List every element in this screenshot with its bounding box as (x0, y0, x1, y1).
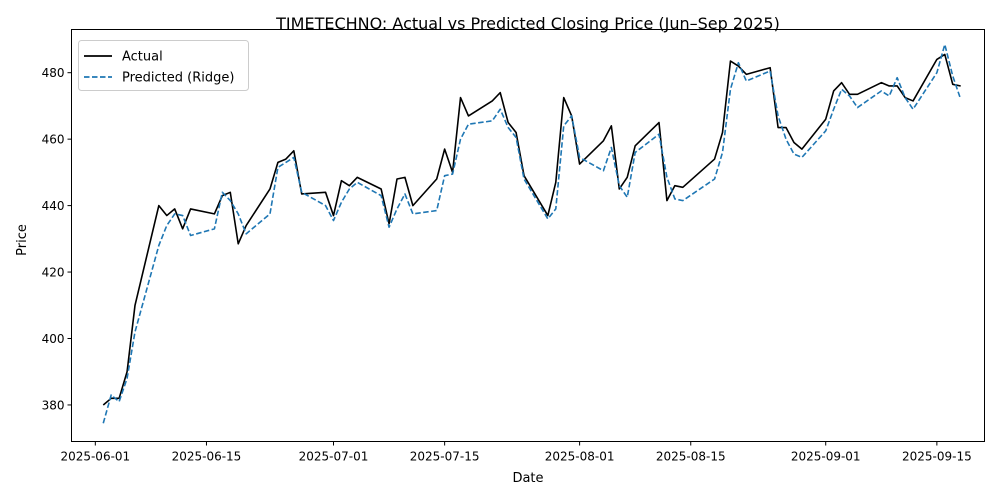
x-tick-label: 2025-07-01 (299, 450, 369, 464)
y-tick-label: 400 (42, 332, 65, 346)
x-tick-label: 2025-06-15 (172, 450, 242, 464)
legend: Actual Predicted (Ridge) (78, 40, 249, 91)
plot-frame (71, 29, 985, 442)
x-tick-label: 2025-08-15 (656, 450, 726, 464)
series-line-1 (102, 43, 962, 424)
y-tick-label: 380 (42, 398, 65, 412)
legend-box (78, 40, 249, 91)
y-tick-label: 460 (42, 133, 65, 147)
series-line-0 (102, 53, 961, 406)
x-tick-label: 2025-06-01 (60, 450, 130, 464)
y-tick-label: 420 (42, 266, 65, 280)
y-axis-label: Price (15, 224, 30, 256)
x-tick-label: 2025-09-01 (791, 450, 861, 464)
chart-title: TIMETECHNO: Actual vs Predicted Closing … (275, 14, 780, 33)
x-tick-label: 2025-07-15 (410, 450, 480, 464)
y-tick-label: 480 (42, 66, 65, 80)
x-tick-label: 2025-09-15 (902, 450, 972, 464)
x-tick-label: 2025-08-01 (545, 450, 615, 464)
legend-label-1: Predicted (Ridge) (122, 71, 234, 86)
x-axis-label: Date (512, 471, 543, 486)
y-tick-label: 440 (42, 199, 65, 213)
legend-label-0: Actual (122, 50, 163, 65)
